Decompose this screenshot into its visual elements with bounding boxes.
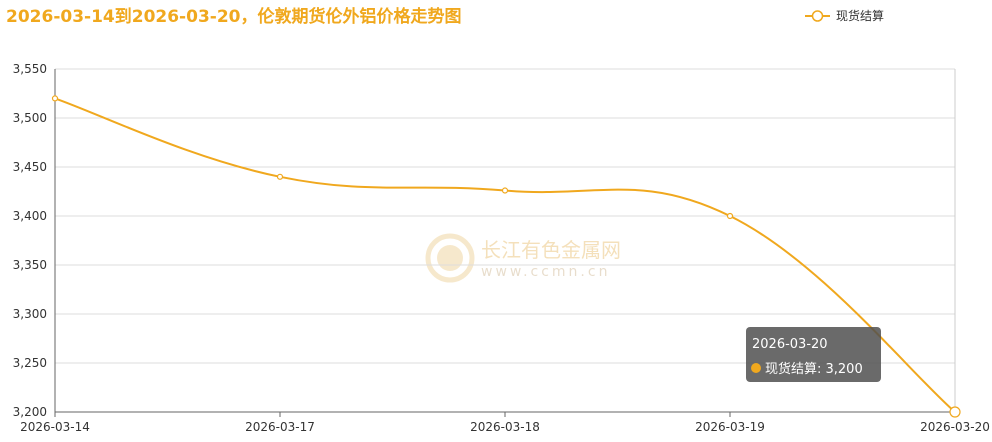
tooltip-box <box>746 327 881 382</box>
tooltip: 2026-03-20 现货结算: 3,200 <box>746 327 881 382</box>
data-point <box>949 406 961 418</box>
y-tick-label: 3,350 <box>13 258 47 272</box>
data-point <box>726 212 734 220</box>
tooltip-title: 2026-03-20 <box>752 337 828 352</box>
x-tick-label: 2026-03-19 <box>695 420 765 434</box>
x-tick-label: 2026-03-17 <box>245 420 315 434</box>
watermark-logo <box>425 233 475 283</box>
y-tick-label: 3,500 <box>13 111 47 125</box>
watermark: 长江有色金属网 www.ccmn.cn <box>425 233 621 283</box>
y-tick-label: 3,550 <box>13 62 47 76</box>
x-tick-label: 2026-03-18 <box>470 420 540 434</box>
data-point <box>501 187 509 194</box>
watermark-url: www.ccmn.cn <box>481 264 610 280</box>
tooltip-marker <box>751 363 761 373</box>
watermark-logo <box>437 245 463 271</box>
legend-label: 现货结算 <box>836 8 884 23</box>
tooltip-text: 现货结算: 3,200 <box>765 361 863 377</box>
data-point <box>276 173 284 180</box>
chart-title: 2026-03-14到2026-03-20，伦敦期货伦外铝价格走势图 <box>6 6 461 27</box>
y-tick-label: 3,450 <box>13 160 47 174</box>
data-point <box>51 95 59 102</box>
y-tick-label: 3,400 <box>13 209 47 223</box>
y-tick-label: 3,250 <box>13 356 47 370</box>
x-tick-label: 2026-03-14 <box>20 420 90 434</box>
watermark-name: 长江有色金属网 <box>481 238 621 262</box>
x-tick-label: 2026-03-20 <box>920 420 990 434</box>
y-tick-label: 3,300 <box>13 307 47 321</box>
legend-marker <box>811 10 824 22</box>
y-tick-label: 3,200 <box>13 405 47 419</box>
